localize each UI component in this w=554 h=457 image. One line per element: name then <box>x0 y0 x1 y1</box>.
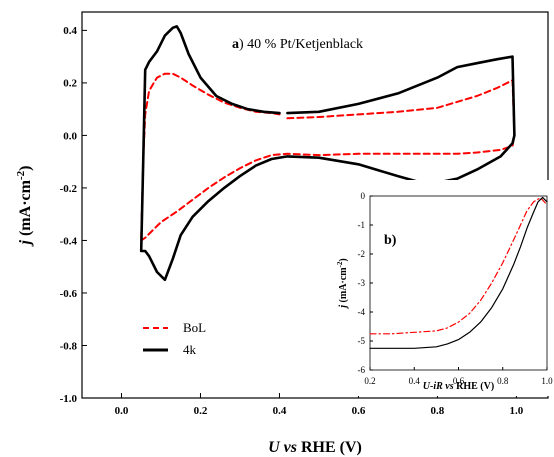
main-x-tick-label: 0.0 <box>115 405 129 417</box>
inset-series-group <box>369 196 548 349</box>
main-y-tick-label: 0.4 <box>63 25 77 37</box>
inset-x-tick-label: 0.2 <box>364 376 375 386</box>
legend-label-4k: 4k <box>183 342 197 357</box>
main-y-ticks: 0.4 0.2 0.0 -0.2 -0.4 -0.6 -0.8 -1.0 <box>60 25 87 405</box>
main-x-axis-label-vs: vs <box>280 439 301 456</box>
main-y-tick-label: -0.2 <box>60 183 78 195</box>
main-panel-label: a) 40 % Pt/Ketjenblack <box>232 37 363 52</box>
main-x-axis-label-rest: RHE (V) <box>301 439 362 456</box>
main-x-tick-label: 0.4 <box>273 405 287 417</box>
legend: BoL 4k <box>143 320 206 357</box>
inset-x-ticks: 0.2 0.4 0.6 0.8 1.0 <box>364 367 553 386</box>
inset-y-tick-label: -1 <box>358 220 366 230</box>
main-y-tick-label: -1.0 <box>60 393 78 405</box>
inset-y-axis-label-var: j <box>338 305 349 310</box>
main-chart-title: 40 % Pt/Ketjenblack <box>247 37 363 52</box>
main-x-tick-label: 1.0 <box>510 405 524 417</box>
inset-x-tick-label: 0.4 <box>409 376 421 386</box>
inset-x-axis-label-vs: vs <box>443 381 456 392</box>
inset-x-tick-label: 0.8 <box>497 376 509 386</box>
inset-y-tick-label: -4 <box>358 307 366 317</box>
inset-y-tick-label: -2 <box>358 249 366 259</box>
inset-y-ticks: 0 -1 -2 -3 -4 -5 -6 <box>358 191 373 375</box>
inset-y-tick-label: -6 <box>358 365 366 375</box>
main-x-axis-label-var: U <box>268 439 281 456</box>
main-y-tick-label: -0.8 <box>60 340 78 352</box>
main-y-tick-label: -0.6 <box>60 288 78 300</box>
inset-x-axis-label-rest: RHE (V) <box>456 381 494 392</box>
inset-panel-label: b) <box>384 233 397 248</box>
main-y-tick-label: -0.4 <box>60 235 78 247</box>
inset-y-axis-label-rest: (mA·cm <box>338 267 349 305</box>
main-panel-paren: ) <box>239 37 247 52</box>
main-series-group <box>139 25 516 282</box>
inset-series-bol <box>369 197 548 335</box>
inset-y-tick-label: -5 <box>358 336 366 346</box>
inset-panel: 0.2 0.4 0.6 0.8 1.0 0 -1 -2 -3 -4 -5 -6 b) U-iR vs… <box>332 180 553 396</box>
inset-y-tick-label: 0 <box>361 191 366 201</box>
inset-panel-paren: ) <box>392 233 397 248</box>
inset-background <box>332 180 553 396</box>
main-y-tick-label: 0.2 <box>63 78 77 90</box>
main-panel-letter: a <box>232 37 239 52</box>
main-x-tick-label: 0.8 <box>431 405 445 417</box>
inset-x-axis-label: U-iR vs RHE (V) <box>423 381 494 392</box>
main-y-axis-label-rest: (mA·cm <box>17 179 34 240</box>
main-x-axis-label: U vs RHE (V) <box>268 439 362 456</box>
main-series-4k <box>139 25 516 282</box>
inset-x-axis-label-var: U-iR <box>423 381 443 392</box>
main-y-tick-label: 0.0 <box>63 130 77 142</box>
inset-x-tick-label: 1.0 <box>541 376 553 386</box>
main-x-tick-label: 0.2 <box>194 405 208 417</box>
inset-panel-letter: b <box>384 233 392 248</box>
inset-y-tick-label: -3 <box>358 278 366 288</box>
main-x-ticks: 0.0 0.2 0.4 0.6 0.8 1.0 <box>115 393 524 417</box>
inset-y-axis-label-close: ) <box>338 258 349 261</box>
main-x-tick-label: 0.6 <box>352 405 366 417</box>
inset-y-axis-label: j (mA·cm-2) <box>336 258 349 309</box>
main-y-axis-label-var: j <box>17 239 34 247</box>
main-panel: 0.0 0.2 0.4 0.6 0.8 1.0 0.4 0.2 0.0 -0.2 -0.4 -0.6… <box>15 11 549 456</box>
main-y-axis-label-sup: -2 <box>15 170 27 180</box>
inset-series-4k <box>369 196 548 349</box>
legend-label-bol: BoL <box>183 320 206 335</box>
main-y-axis-label: j (mA·cm-2) <box>15 166 34 248</box>
inset-y-axis-label-sup: -2 <box>336 261 344 267</box>
main-y-axis-label-close: ) <box>17 166 34 171</box>
inset-x-tick-label: 0.6 <box>453 376 465 386</box>
